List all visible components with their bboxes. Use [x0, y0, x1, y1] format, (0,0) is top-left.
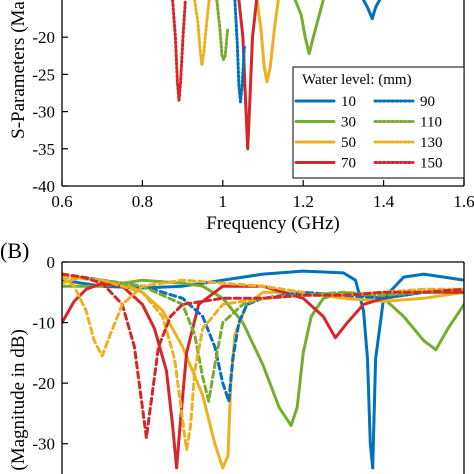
x-tick-label: 1	[219, 192, 228, 211]
series-line-10	[362, 0, 382, 21]
y-tick-label: -40	[32, 177, 55, 196]
x-axis-title: Frequency (GHz)	[206, 213, 339, 234]
legend-label-70: 70	[341, 156, 356, 172]
y-tick-label: 0	[47, 253, 56, 272]
legend-label-30: 30	[341, 115, 356, 131]
y-axis-title: S-Parameters (Ma	[8, 1, 29, 139]
y-tick-label: -25	[32, 65, 55, 84]
x-tick-label: 1.4	[373, 192, 395, 211]
series-line-30	[62, 278, 464, 427]
x-tick-label: 1.6	[453, 192, 474, 211]
series-line-50	[255, 0, 280, 84]
y-tick-label: -10	[32, 314, 55, 333]
series-line-150	[171, 0, 187, 102]
x-tick-label: 1.2	[293, 192, 314, 211]
series-line-extra-yellow	[62, 275, 305, 358]
legend-label-90: 90	[420, 94, 435, 110]
y-tick-label: -20	[32, 28, 55, 47]
legend-label-50: 50	[341, 135, 356, 151]
series-line-90	[233, 0, 246, 104]
series-line-150	[62, 272, 464, 440]
series-line-90	[62, 272, 464, 403]
series-line-130	[62, 275, 464, 452]
y-tick-label: -30	[32, 435, 55, 454]
legend-title: Water level: (mm)	[302, 72, 412, 88]
series-line-110	[215, 0, 230, 61]
x-tick-label: 0.6	[51, 192, 72, 211]
series-line-70	[62, 281, 464, 470]
series-line-10	[62, 269, 464, 470]
series-line-130	[193, 0, 211, 67]
series-line-70	[237, 0, 259, 151]
legend-label-110: 110	[420, 115, 442, 131]
legend-label-10: 10	[341, 94, 356, 110]
panel-b-chart: 0 -10 -20 -30s (Magnitude in dB) (B)	[0, 238, 465, 474]
y-tick-label: -35	[32, 140, 55, 159]
x-tick-label: 0.8	[132, 192, 153, 211]
y-tick-label: -30	[32, 103, 55, 122]
legend-label-130: 130	[420, 135, 443, 151]
panel-label: (B)	[0, 238, 29, 263]
legend-label-150: 150	[420, 156, 443, 172]
legend: Water level: (mm) 10 90 30 110 50 130 70 150	[292, 66, 465, 179]
series-group	[62, 269, 464, 470]
panel-a-chart: -40 -35 -30 -25 -20 0.6 0.8 1 1.2 1.4 1.6 Frequency…	[8, 0, 474, 234]
y-tick-label: -20	[32, 374, 55, 393]
y-axis-title: s (Magnitude in dB)	[8, 329, 29, 474]
series-group	[171, 0, 382, 151]
series-line-30	[293, 0, 325, 56]
